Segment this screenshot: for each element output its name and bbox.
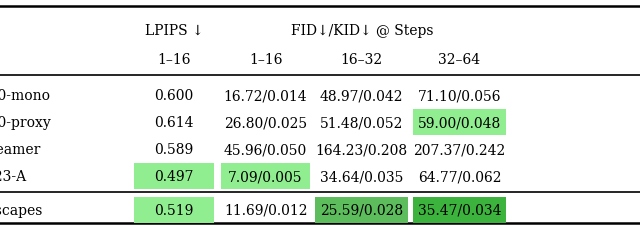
Text: 1–16: 1–16 [157,53,191,67]
Text: Streetscapes: Streetscapes [0,203,44,217]
Text: LPIPS ↓: LPIPS ↓ [145,23,204,37]
Text: InfNat0-proxy: InfNat0-proxy [0,116,51,130]
Text: 48.97/0.042: 48.97/0.042 [320,89,403,103]
Text: 25.59/0.028: 25.59/0.028 [320,203,403,217]
Text: 0.497: 0.497 [154,170,194,184]
Text: Zero123-A: Zero123-A [0,170,26,184]
Bar [413,197,506,223]
Text: 16–32: 16–32 [340,53,383,67]
Bar [134,164,214,189]
Text: 16.72/0.014: 16.72/0.014 [224,89,307,103]
Bar [134,197,214,223]
Text: 0.519: 0.519 [154,203,194,217]
Text: 32–64: 32–64 [438,53,481,67]
Text: 7.09/0.005: 7.09/0.005 [228,170,303,184]
Text: 0.614: 0.614 [154,116,194,130]
Text: 26.80/0.025: 26.80/0.025 [224,116,307,130]
Text: 51.48/0.052: 51.48/0.052 [320,116,403,130]
Bar [315,197,408,223]
Text: 64.77/0.062: 64.77/0.062 [418,170,501,184]
Text: 35.47/0.034: 35.47/0.034 [418,203,501,217]
Text: 1–16: 1–16 [249,53,282,67]
Text: 207.37/0.242: 207.37/0.242 [413,143,506,157]
Text: InfNat0-mono: InfNat0-mono [0,89,50,103]
Text: FID↓/KID↓ @ Steps: FID↓/KID↓ @ Steps [291,23,433,37]
Bar [413,110,506,135]
Text: 59.00/0.048: 59.00/0.048 [418,116,501,130]
Text: 45.96/0.050: 45.96/0.050 [224,143,307,157]
Text: 71.10/0.056: 71.10/0.056 [418,89,501,103]
Text: 164.23/0.208: 164.23/0.208 [316,143,408,157]
Text: DiffDreamer: DiffDreamer [0,143,40,157]
Text: 11.69/0.012: 11.69/0.012 [224,203,307,217]
Text: 34.64/0.035: 34.64/0.035 [320,170,403,184]
Text: 0.600: 0.600 [154,89,194,103]
Text: 0.589: 0.589 [154,143,194,157]
Bar [221,164,310,189]
